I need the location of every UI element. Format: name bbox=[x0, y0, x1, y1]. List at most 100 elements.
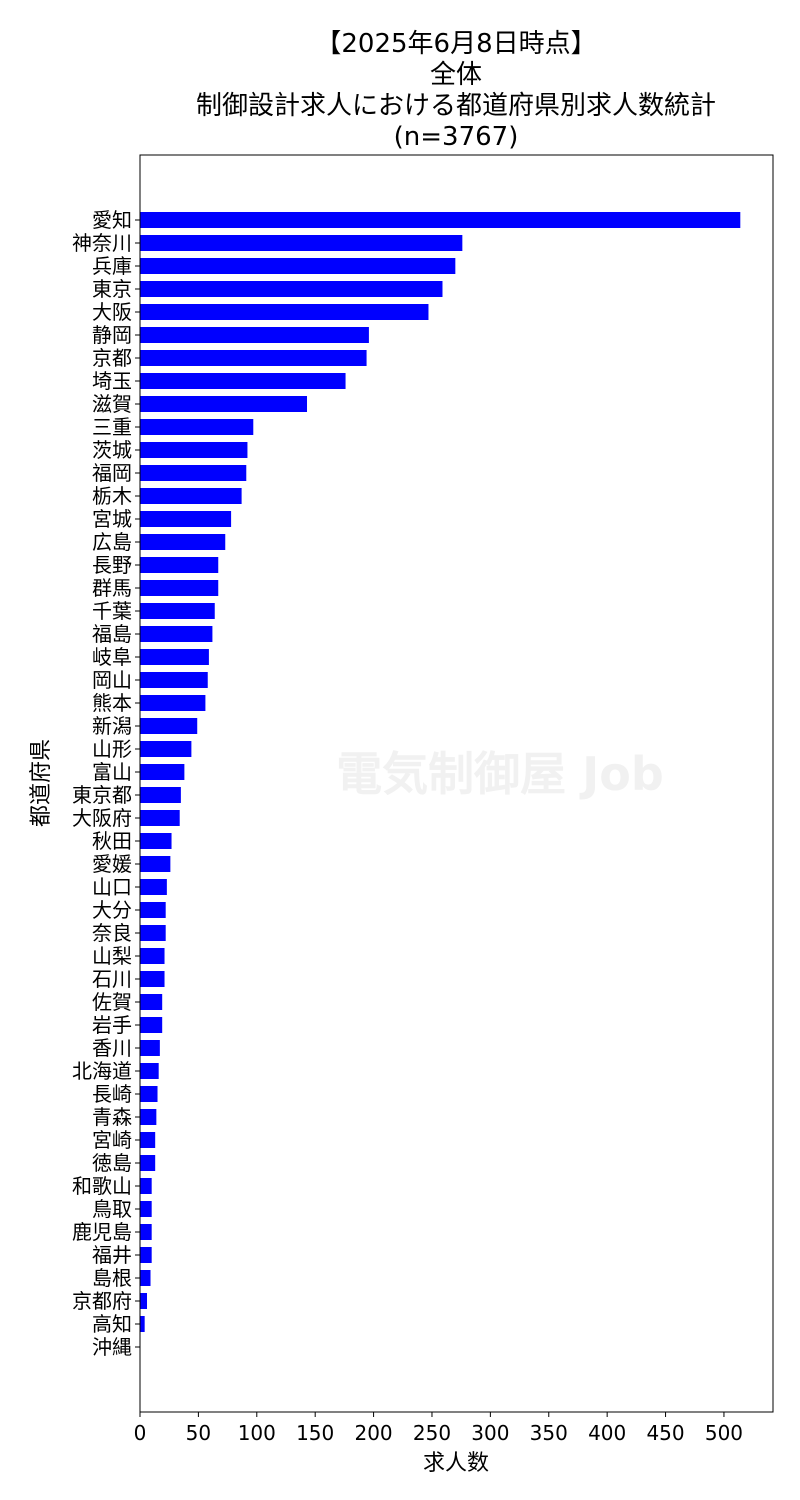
y-tick-label-14: 広島 bbox=[92, 530, 132, 554]
bar-23 bbox=[140, 741, 192, 757]
bar-34 bbox=[140, 994, 163, 1010]
bar-17 bbox=[140, 603, 215, 619]
bar-46 bbox=[140, 1270, 151, 1286]
y-tick-label-9: 三重 bbox=[92, 415, 132, 439]
bar-25 bbox=[140, 787, 181, 803]
y-tick-label-1: 神奈川 bbox=[72, 231, 132, 255]
bar-31 bbox=[140, 925, 166, 941]
bar-40 bbox=[140, 1132, 156, 1148]
bar-12 bbox=[140, 488, 242, 504]
bar-43 bbox=[140, 1201, 152, 1217]
bar-7 bbox=[140, 373, 346, 389]
bar-30 bbox=[140, 902, 166, 918]
y-tick-label-23: 山形 bbox=[92, 737, 132, 761]
bars-group bbox=[140, 212, 741, 1332]
y-tick-label-42: 和歌山 bbox=[72, 1174, 132, 1198]
y-tick-label-6: 京都 bbox=[92, 346, 132, 370]
bar-8 bbox=[140, 396, 308, 412]
bar-24 bbox=[140, 764, 185, 780]
x-tick-label-0: 0 bbox=[134, 1421, 147, 1445]
bar-0 bbox=[140, 212, 741, 228]
y-tick-label-39: 青森 bbox=[92, 1105, 132, 1129]
y-tick-label-21: 熊本 bbox=[92, 691, 132, 715]
y-tick-label-2: 兵庫 bbox=[92, 254, 132, 278]
y-tick-labels: 愛知神奈川兵庫東京大阪静岡京都埼玉滋賀三重茨城福岡栃木宮城広島長野群馬千葉福島岐… bbox=[72, 208, 140, 1359]
chart-title-line-2: 全体 bbox=[430, 60, 482, 90]
bar-37 bbox=[140, 1063, 159, 1079]
y-tick-label-10: 茨城 bbox=[92, 438, 132, 462]
watermark: 電気制御屋 Job bbox=[336, 747, 664, 801]
bar-14 bbox=[140, 534, 226, 550]
bar-10 bbox=[140, 442, 248, 458]
bar-13 bbox=[140, 511, 232, 527]
y-tick-label-36: 香川 bbox=[92, 1036, 132, 1060]
y-tick-label-0: 愛知 bbox=[92, 208, 132, 232]
bar-47 bbox=[140, 1293, 148, 1309]
y-tick-label-28: 愛媛 bbox=[92, 852, 132, 876]
y-tick-label-11: 福岡 bbox=[92, 461, 132, 485]
y-tick-label-43: 鳥取 bbox=[92, 1197, 132, 1221]
bar-38 bbox=[140, 1086, 158, 1102]
x-tick-label-7: 350 bbox=[530, 1421, 568, 1445]
y-tick-label-44: 鹿児島 bbox=[72, 1220, 132, 1244]
x-tick-label-1: 50 bbox=[186, 1421, 211, 1445]
bar-19 bbox=[140, 649, 209, 665]
y-tick-label-18: 福島 bbox=[92, 622, 132, 646]
y-tick-label-38: 長崎 bbox=[92, 1082, 132, 1106]
y-tick-label-17: 千葉 bbox=[92, 599, 132, 623]
y-tick-label-25: 東京都 bbox=[72, 783, 132, 807]
y-tick-label-34: 佐賀 bbox=[92, 990, 132, 1014]
bar-39 bbox=[140, 1109, 157, 1125]
y-tick-label-15: 長野 bbox=[92, 553, 132, 577]
bar-33 bbox=[140, 971, 165, 987]
bar-29 bbox=[140, 879, 167, 895]
y-tick-label-8: 滋賀 bbox=[92, 392, 132, 416]
y-tick-label-49: 沖縄 bbox=[92, 1335, 132, 1359]
bar-11 bbox=[140, 465, 247, 481]
y-tick-label-32: 山梨 bbox=[92, 944, 132, 968]
bar-44 bbox=[140, 1224, 152, 1240]
y-tick-label-47: 京都府 bbox=[72, 1289, 132, 1313]
plot-frame bbox=[139, 154, 774, 1413]
bar-9 bbox=[140, 419, 254, 435]
bar-21 bbox=[140, 695, 206, 711]
bar-1 bbox=[140, 235, 463, 251]
y-tick-label-35: 岩手 bbox=[92, 1013, 132, 1037]
y-tick-label-48: 高知 bbox=[92, 1312, 132, 1336]
y-tick-label-30: 大分 bbox=[92, 898, 132, 922]
bar-18 bbox=[140, 626, 213, 642]
x-tick-label-6: 300 bbox=[471, 1421, 509, 1445]
bar-6 bbox=[140, 350, 367, 366]
y-tick-label-29: 山口 bbox=[92, 875, 132, 899]
y-tick-label-22: 新潟 bbox=[92, 714, 132, 738]
y-tick-label-45: 福井 bbox=[92, 1243, 132, 1267]
x-axis-label: 求人数 bbox=[423, 1451, 489, 1476]
bar-3 bbox=[140, 281, 443, 297]
bar-41 bbox=[140, 1155, 156, 1171]
y-tick-label-24: 富山 bbox=[92, 760, 132, 784]
bar-35 bbox=[140, 1017, 163, 1033]
bar-4 bbox=[140, 304, 429, 320]
y-tick-label-40: 宮崎 bbox=[92, 1128, 132, 1152]
y-tick-label-37: 北海道 bbox=[72, 1059, 132, 1083]
y-tick-label-5: 静岡 bbox=[92, 323, 132, 347]
y-tick-label-4: 大阪 bbox=[92, 300, 132, 324]
y-tick-label-20: 岡山 bbox=[92, 668, 132, 692]
y-axis-label: 都道府県 bbox=[29, 739, 54, 827]
bar-45 bbox=[140, 1247, 152, 1263]
y-tick-label-33: 石川 bbox=[92, 967, 132, 991]
y-tick-label-41: 徳島 bbox=[92, 1151, 132, 1175]
y-tick-label-27: 秋田 bbox=[92, 829, 132, 853]
x-tick-label-5: 250 bbox=[413, 1421, 451, 1445]
bar-26 bbox=[140, 810, 180, 826]
bar-15 bbox=[140, 557, 219, 573]
bar-2 bbox=[140, 258, 456, 274]
x-tick-label-2: 100 bbox=[238, 1421, 276, 1445]
y-tick-label-19: 岐阜 bbox=[92, 645, 132, 669]
x-tick-label-9: 450 bbox=[646, 1421, 684, 1445]
y-tick-label-7: 埼玉 bbox=[92, 369, 132, 393]
y-tick-label-16: 群馬 bbox=[92, 576, 132, 600]
y-tick-label-46: 島根 bbox=[92, 1266, 132, 1290]
bar-5 bbox=[140, 327, 369, 343]
